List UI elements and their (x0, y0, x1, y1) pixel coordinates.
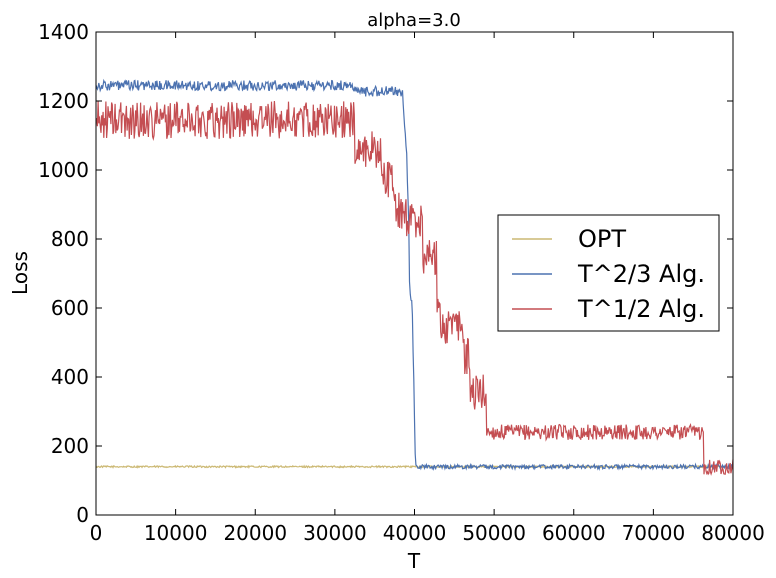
x-tick-label: 60000 (542, 521, 606, 545)
y-tick-label: 1400 (38, 20, 89, 44)
legend: OPT T^2/3 Alg. T^1/2 Alg. (497, 214, 720, 332)
x-tick-label: 10000 (144, 521, 208, 545)
legend-label-opt: OPT (578, 225, 626, 253)
y-tick-label: 0 (76, 503, 89, 527)
series-t-2-3-alg-line (95, 78, 734, 472)
series-opt-line (95, 464, 734, 469)
series-t-1-2-alg-line (95, 100, 734, 476)
chart-title: alpha=3.0 (367, 10, 461, 31)
x-tick-label: 20000 (223, 521, 287, 545)
y-tick-label: 1000 (38, 158, 89, 182)
legend-box (497, 214, 720, 332)
y-tick-label: 800 (51, 227, 89, 251)
y-tick-label: 200 (51, 434, 89, 458)
y-tick-label: 600 (51, 296, 89, 320)
x-axis-title: T (407, 549, 421, 573)
x-tick-label: 30000 (303, 521, 367, 545)
x-tick-label: 50000 (462, 521, 526, 545)
x-tick-label: 0 (90, 521, 103, 545)
legend-label-t-2-3-alg: T^2/3 Alg. (577, 260, 705, 288)
ticks-layer (95, 31, 734, 516)
y-axis-title: Loss (8, 251, 32, 295)
y-tick-label: 1200 (38, 89, 89, 113)
tick-labels: 0 10000 20000 30000 40000 50000 60000 70000 8000… (38, 20, 765, 545)
legend-label-t-1-2-alg: T^1/2 Alg. (577, 295, 705, 323)
x-tick-label: 40000 (383, 521, 447, 545)
x-tick-label: 80000 (701, 521, 765, 545)
y-tick-label: 400 (51, 365, 89, 389)
series-layer (95, 78, 734, 476)
x-tick-label: 70000 (622, 521, 686, 545)
